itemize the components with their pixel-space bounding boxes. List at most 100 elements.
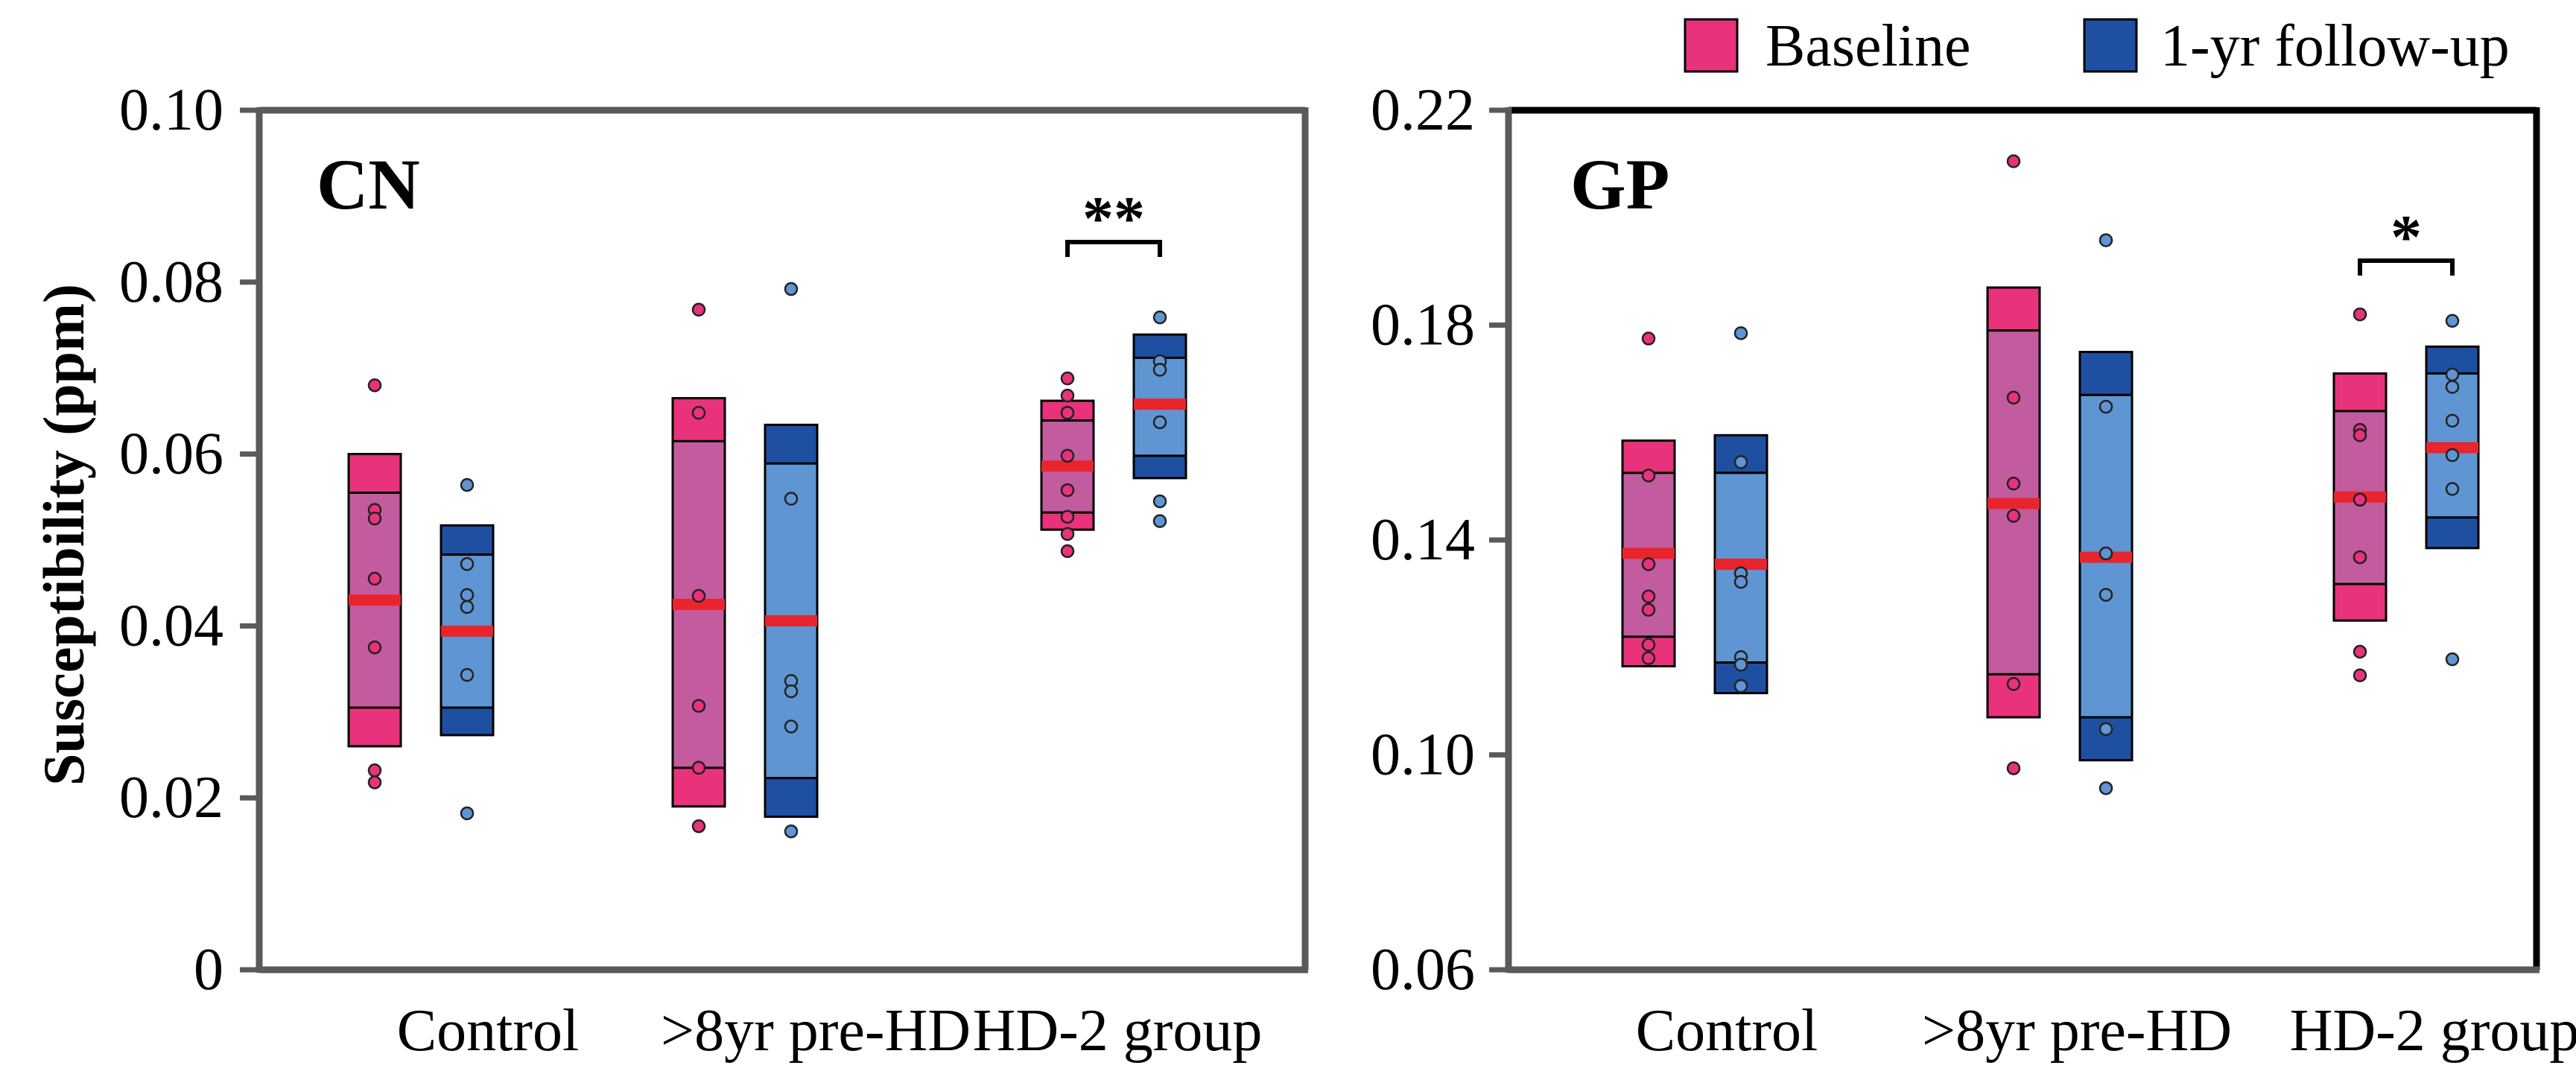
- y-tick-label: 0.02: [119, 765, 223, 830]
- y-tick-label: 0.22: [1371, 77, 1475, 143]
- followup-data-point: [784, 282, 799, 296]
- followup-data-point: [2445, 448, 2460, 463]
- baseline-data-point: [2006, 390, 2021, 405]
- legend: Baseline 1-yr follow-up: [1684, 13, 2510, 79]
- followup-data-point: [460, 477, 475, 492]
- followup-data-point: [1733, 658, 1748, 672]
- panel-label: GP: [1570, 144, 1669, 224]
- followup-data-point: [2098, 781, 2113, 795]
- legend-swatch-baseline: [1684, 18, 1739, 73]
- followup-data-point: [2098, 233, 2113, 247]
- baseline-data-point: [1641, 589, 1656, 603]
- baseline-data-point: [1060, 405, 1075, 420]
- followup-data-point: [2445, 413, 2460, 428]
- baseline-data-point: [1641, 651, 1656, 665]
- followup-data-point: [1733, 455, 1748, 469]
- baseline-data-point: [2006, 761, 2021, 775]
- panel-label: CN: [317, 144, 420, 224]
- followup-data-point: [460, 806, 475, 821]
- followup-data-point: [784, 720, 799, 734]
- x-category-label: Control: [1636, 998, 1818, 1064]
- baseline-data-point: [691, 302, 706, 317]
- baseline-data-point: [691, 819, 706, 833]
- baseline-data-point: [2006, 154, 2021, 168]
- followup-data-point: [1152, 494, 1167, 509]
- followup-data-point: [460, 600, 475, 614]
- significance-bracket: [2358, 258, 2455, 276]
- followup-data-point: [1733, 326, 1748, 340]
- baseline-data-point: [1641, 638, 1656, 652]
- y-tick-label: 0.08: [119, 250, 223, 315]
- followup-data-point: [1152, 415, 1167, 430]
- followup-data-point: [784, 824, 799, 839]
- baseline-data-point: [367, 378, 382, 393]
- baseline-data-point: [2006, 509, 2021, 523]
- baseline-data-point: [1060, 527, 1075, 541]
- x-category-label: HD-2 group: [2290, 998, 2576, 1064]
- y-tick-label: 0.10: [119, 77, 223, 143]
- followup-data-point: [2098, 399, 2113, 414]
- y-tick-label: 0.04: [119, 593, 223, 658]
- followup-data-point: [460, 557, 475, 571]
- x-category-label: >8yr pre-HD: [661, 998, 971, 1064]
- y-tick-label: 0: [194, 937, 223, 1003]
- x-category-label: Control: [397, 998, 579, 1064]
- baseline-data-point: [2353, 644, 2367, 659]
- baseline-data-point: [1060, 483, 1075, 498]
- baseline-data-point: [1060, 388, 1075, 403]
- y-tick-label: 0.14: [1371, 507, 1475, 573]
- followup-data-point: [2445, 482, 2460, 496]
- baseline-data-point: [2006, 677, 2021, 691]
- y-tick-label: 0.18: [1371, 293, 1475, 358]
- baseline-data-point: [1641, 603, 1656, 617]
- panel-gp: 0.06 0.10 0.14 0.18 0.22 Control >8yr pre-HD HD…: [1371, 77, 2576, 1064]
- baseline-data-point: [2353, 668, 2367, 683]
- x-category-label: >8yr pre-HD: [1922, 998, 2232, 1064]
- baseline-data-point: [2353, 307, 2367, 322]
- followup-data-point: [2445, 367, 2460, 382]
- followup-data-point: [784, 684, 799, 699]
- baseline-data-point: [1060, 448, 1075, 463]
- legend-label-baseline: Baseline: [1766, 13, 1970, 79]
- followup-data-point: [2098, 588, 2113, 602]
- baseline-data-point: [1641, 468, 1656, 483]
- baseline-data-point: [367, 571, 382, 586]
- followup-data-point: [784, 492, 799, 506]
- baseline-data-point: [367, 511, 382, 526]
- legend-label-followup: 1-yr follow-up: [2160, 13, 2510, 79]
- followup-data-point: [1733, 575, 1748, 589]
- baseline-data-point: [691, 699, 706, 713]
- followup-data-point: [2445, 380, 2460, 394]
- followup-data-point: [2445, 652, 2460, 667]
- baseline-data-point: [691, 760, 706, 775]
- followup-data-point: [1733, 679, 1748, 693]
- baseline-data-point: [367, 641, 382, 655]
- baseline-data-point: [367, 775, 382, 790]
- significance-marker: *: [2391, 203, 2422, 272]
- baseline-data-point: [1641, 331, 1656, 346]
- baseline-data-point: [691, 588, 706, 603]
- followup-data-point: [2445, 314, 2460, 328]
- baseline-data-point: [2353, 550, 2367, 565]
- followup-data-point: [1152, 514, 1167, 528]
- baseline-data-point: [367, 763, 382, 778]
- baseline-data-point: [2353, 428, 2367, 442]
- baseline-data-point: [1060, 544, 1075, 559]
- x-category-label: HD-2 group: [973, 998, 1263, 1064]
- significance-bracket: [1065, 240, 1162, 257]
- baseline-data-point: [2006, 477, 2021, 491]
- legend-swatch-followup: [2083, 18, 2138, 73]
- followup-data-point: [1152, 363, 1167, 377]
- y-tick-label: 0.10: [1371, 722, 1475, 788]
- baseline-data-point: [1641, 557, 1656, 571]
- baseline-data-point: [1060, 371, 1075, 386]
- followup-data-point: [1152, 310, 1167, 325]
- followup-data-point: [2098, 546, 2113, 561]
- followup-data-point: [460, 667, 475, 682]
- y-tick-label: 0.06: [1371, 937, 1475, 1003]
- baseline-data-point: [2353, 492, 2367, 507]
- followup-data-point: [2098, 722, 2113, 737]
- significance-marker: **: [1082, 184, 1145, 253]
- baseline-data-point: [1060, 509, 1075, 524]
